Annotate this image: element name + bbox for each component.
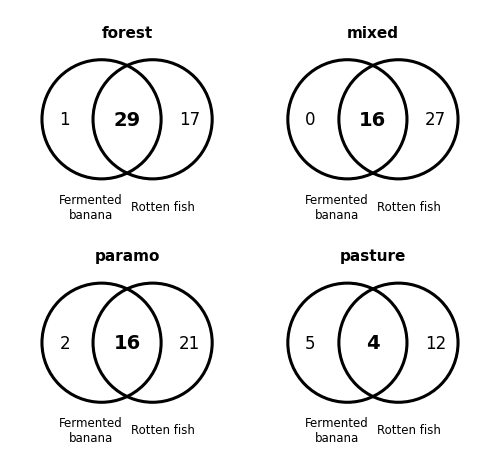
- Text: Fermented
banana: Fermented banana: [59, 416, 123, 444]
- Text: 27: 27: [425, 111, 446, 129]
- Text: Fermented
banana: Fermented banana: [59, 193, 123, 221]
- Text: mixed: mixed: [347, 25, 399, 40]
- Text: 1: 1: [60, 111, 70, 129]
- Text: Rotten fish: Rotten fish: [132, 424, 195, 437]
- Text: 4: 4: [366, 333, 380, 352]
- Text: Rotten fish: Rotten fish: [132, 200, 195, 213]
- Text: Fermented
banana: Fermented banana: [305, 416, 368, 444]
- Text: forest: forest: [102, 25, 152, 40]
- Text: 17: 17: [179, 111, 200, 129]
- Text: pasture: pasture: [340, 249, 406, 263]
- Text: 12: 12: [425, 334, 446, 352]
- Text: 0: 0: [305, 111, 316, 129]
- Text: 21: 21: [179, 334, 200, 352]
- Text: Rotten fish: Rotten fish: [377, 200, 441, 213]
- Text: 16: 16: [360, 111, 386, 130]
- Text: paramo: paramo: [94, 249, 160, 263]
- Text: 2: 2: [60, 334, 70, 352]
- Text: 5: 5: [305, 334, 316, 352]
- Text: Rotten fish: Rotten fish: [377, 424, 441, 437]
- Text: Fermented
banana: Fermented banana: [305, 193, 368, 221]
- Text: 29: 29: [114, 111, 140, 130]
- Text: 16: 16: [114, 333, 140, 352]
